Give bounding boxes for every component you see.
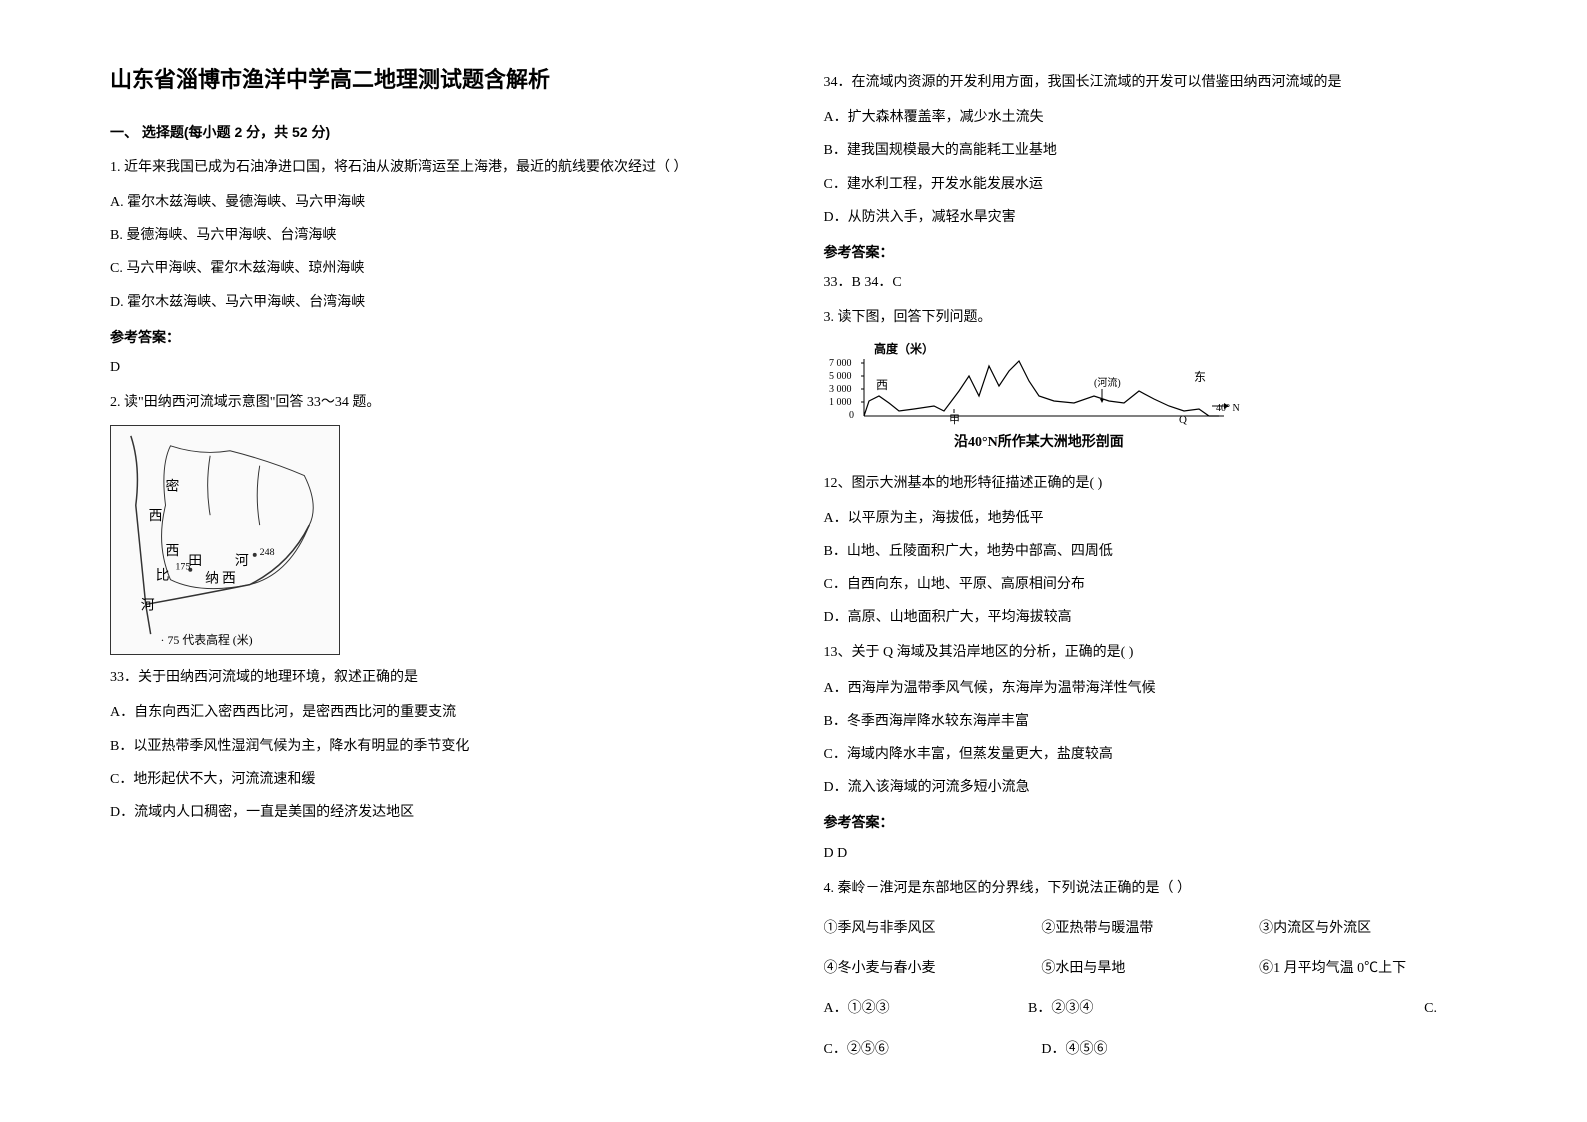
profile-caption: 沿40°N所作某大洲地形剖面 [954,433,1124,450]
map-label-he1: 河 [141,598,155,614]
map-label-xi1: 西 [149,509,163,524]
q4-row-1: ①季风与非季风区 ②亚热带与暖温带 ③内流区与外流区 [824,916,1478,941]
q4-option-a: A．①②③ [824,996,1029,1021]
profile-y3000: 3 000 [829,384,852,395]
map-elev-248: 248 [260,547,275,558]
map-label-xi2: 西 [166,544,180,559]
question-2: 2. 读"田纳西河流域示意图"回答 33～34 题。 [110,390,764,415]
q13-option-b: B．冬季西海岸降水较东海岸丰富 [824,709,1478,734]
profile-svg: 高度（米） 7 000 5 000 3 000 1 000 0 西 东 甲 (河… [824,341,1244,461]
q4-option-c: C．②⑤⑥ [824,1037,1042,1062]
q34-answer: 33．B 34．C [824,270,1478,295]
q4-text: 4. 秦岭－淮河是东部地区的分界线，下列说法正确的是（ ） [824,876,1478,901]
tennessee-map: 密 西 西 比 河 田 纳 西 河 175 248 · 75 代表高程 (米) [110,425,340,655]
q4-row-2: ④冬小麦与春小麦 ⑤水田与旱地 ⑥1 月平均气温 0℃上下 [824,956,1478,981]
profile-q: Q [1179,414,1187,426]
q13-option-a: A．西海岸为温带季风气候，东海岸为温带海洋性气候 [824,676,1478,701]
q1-option-a: A. 霍尔木兹海峡、曼德海峡、马六甲海峡 [110,190,764,215]
profile-west: 西 [876,378,888,392]
map-label-na: 纳 [205,571,219,587]
map-label-xi3: 西 [222,572,236,587]
q3-answer: D D [824,841,1478,866]
q4-option-d: D．④⑤⑥ [1041,1037,1259,1062]
map-legend: · 75 代表高程 (米) [161,633,253,647]
q12-option-d: D．高原、山地面积广大，平均海拔较高 [824,605,1478,630]
q34-option-c: C．建水利工程，开发水能发展水运 [824,172,1478,197]
right-column: 34．在流域内资源的开发利用方面，我国长江流域的开发可以借鉴田纳西河流域的是 A… [794,60,1508,1062]
q1-option-c: C. 马六甲海峡、霍尔木兹海峡、琼州海峡 [110,256,764,281]
profile-y0: 0 [849,410,854,421]
q4-answers-row-2: C．②⑤⑥ D．④⑤⑥ [824,1037,1478,1062]
section-header: 一、 选择题(每小题 2 分，共 52 分) [110,120,764,145]
q33-option-d: D．流域内人口稠密，一直是美国的经济发达地区 [110,800,764,825]
profile-east: 东 [1194,370,1206,384]
map-label-he2: 河 [235,553,249,569]
q13-option-c: C．海域内降水丰富，但蒸发量更大，盐度较高 [824,742,1478,767]
q4-circ-3: ③内流区与外流区 [1259,916,1477,941]
profile-y7000: 7 000 [829,358,852,369]
q12-option-b: B．山地、丘陵面积广大，地势中部高、四周低 [824,539,1478,564]
q34-option-a: A．扩大森林覆盖率，减少水土流失 [824,105,1478,130]
q33-option-b: B．以亚热带季风性湿润气候为主，降水有明显的季节变化 [110,734,764,759]
q34-answer-label: 参考答案： [824,240,1478,265]
q33-option-c: C．地形起伏不大，河流流速和缓 [110,767,764,792]
profile-ylabel: 高度（米） [874,341,934,356]
q4-circ-4: ④冬小麦与春小麦 [824,956,1042,981]
q4-answers-row: A．①②③ B．②③④ C. [824,996,1478,1021]
q4-circ-5: ⑤水田与旱地 [1041,956,1259,981]
profile-y5000: 5 000 [829,371,852,382]
q13-option-d: D．流入该海域的河流多短小流急 [824,775,1478,800]
q12-option-a: A．以平原为主，海拔低，地势低平 [824,506,1478,531]
terrain-profile: 高度（米） 7 000 5 000 3 000 1 000 0 西 东 甲 (河… [824,341,1244,461]
profile-jia: 甲 [949,414,960,426]
map-svg: 密 西 西 比 河 田 纳 西 河 175 248 · 75 代表高程 (米) [111,426,339,654]
q4-option-b: B．②③④ [1028,996,1233,1021]
q1-option-b: B. 曼德海峡、马六甲海峡、台湾海峡 [110,223,764,248]
q1-answer: D [110,355,764,380]
q3-text: 3. 读下图，回答下列问题。 [824,305,1478,330]
map-elev-175: 175 [175,562,190,573]
q34-option-b: B．建我国规模最大的高能耗工业基地 [824,138,1478,163]
q34-option-d: D．从防洪入手，减轻水旱灾害 [824,205,1478,230]
q4-circ-1: ①季风与非季风区 [824,916,1042,941]
map-label-tian: 田 [188,554,202,569]
q33-text: 33．关于田纳西河流域的地理环境，叙述正确的是 [110,665,764,690]
q3-answer-label: 参考答案： [824,810,1478,835]
profile-river: (河流) [1094,376,1121,389]
map-label-bi: 比 [156,568,170,584]
q1-option-d: D. 霍尔木兹海峡、马六甲海峡、台湾海峡 [110,290,764,315]
q4-circ-2: ②亚热带与暖温带 [1041,916,1259,941]
q1-answer-label: 参考答案： [110,325,764,350]
q34-text: 34．在流域内资源的开发利用方面，我国长江流域的开发可以借鉴田纳西河流域的是 [824,70,1478,95]
document-title: 山东省淄博市渔洋中学高二地理测试题含解析 [110,60,764,100]
question-1: 1. 近年来我国已成为石油净进口国，将石油从波斯湾运至上海港，最近的航线要依次经… [110,155,764,180]
q13-text: 13、关于 Q 海域及其沿岸地区的分析，正确的是( ) [824,640,1478,665]
profile-lat: 40° N [1216,403,1240,414]
q12-option-c: C．自西向东，山地、平原、高原相间分布 [824,572,1478,597]
profile-y1000: 1 000 [829,397,852,408]
q12-text: 12、图示大洲基本的地形特征描述正确的是( ) [824,471,1478,496]
left-column: 山东省淄博市渔洋中学高二地理测试题含解析 一、 选择题(每小题 2 分，共 52… [80,60,794,1062]
q33-option-a: A．自东向西汇入密西西比河，是密西西比河的重要支流 [110,700,764,725]
q4-circ-6: ⑥1 月平均气温 0℃上下 [1259,956,1477,981]
map-label-mi: 密 [166,478,180,495]
q1-text: 1. 近年来我国已成为石油净进口国，将石油从波斯湾运至上海港，最近的航线要依次经… [110,155,764,180]
